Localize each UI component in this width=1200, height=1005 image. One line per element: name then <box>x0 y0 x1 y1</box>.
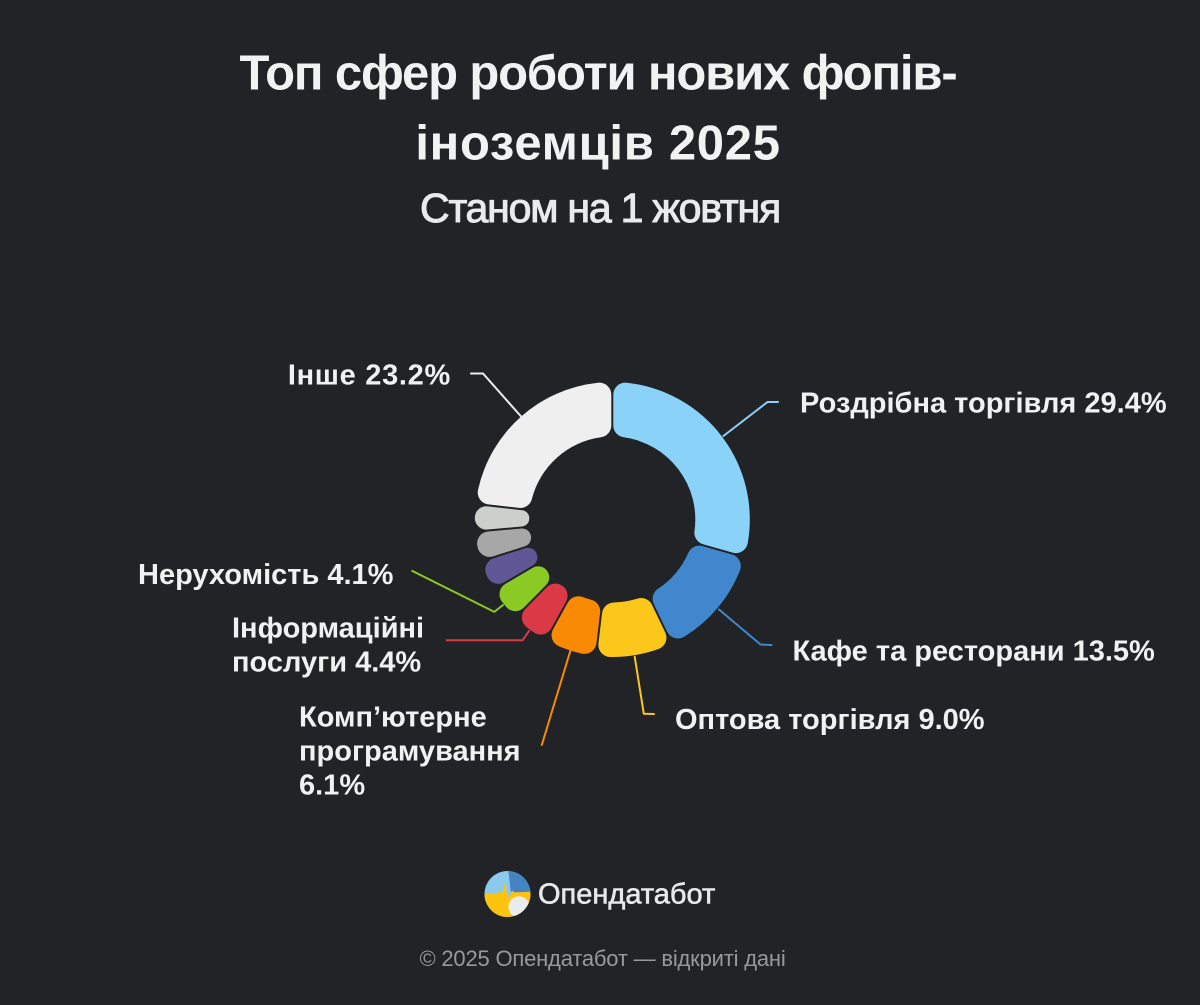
svg-text:Станом на 1 жовтня: Станом на 1 жовтня <box>420 185 780 231</box>
svg-text:Комп’ютерне: Комп’ютерне <box>299 702 487 734</box>
svg-text:послуги 4.4%: послуги 4.4% <box>232 647 421 679</box>
svg-text:Інформаційні: Інформаційні <box>232 613 424 645</box>
svg-text:Роздрібна торгівля 29.4%: Роздрібна торгівля 29.4% <box>800 388 1167 420</box>
svg-text:програмування: програмування <box>299 736 521 768</box>
svg-text:Інше 23.2%: Інше 23.2% <box>288 359 451 391</box>
svg-text:Кафе та ресторани 13.5%: Кафе та ресторани 13.5% <box>793 635 1156 667</box>
svg-text:© 2025 Опендатабот — відкриті: © 2025 Опендатабот — відкриті дані <box>419 946 785 971</box>
svg-text:Оптова торгівля 9.0%: Оптова торгівля 9.0% <box>675 704 985 736</box>
svg-text:іноземців 2025: іноземців 2025 <box>415 117 780 171</box>
svg-text:Опендатабот: Опендатабот <box>538 879 715 911</box>
svg-text:Топ сфер роботи нових фопів-: Топ сфер роботи нових фопів- <box>239 47 956 101</box>
svg-text:Нерухомість 4.1%: Нерухомість 4.1% <box>138 559 394 591</box>
svg-text:6.1%: 6.1% <box>299 770 365 802</box>
